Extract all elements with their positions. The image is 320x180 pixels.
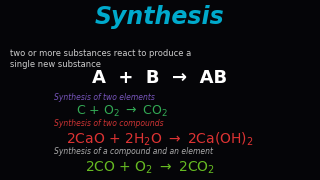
Text: 2CaO + 2H$_2$O $\rightarrow$ 2Ca(OH)$_2$: 2CaO + 2H$_2$O $\rightarrow$ 2Ca(OH)$_2$: [66, 130, 254, 148]
Text: Synthesis of two compounds: Synthesis of two compounds: [54, 119, 164, 128]
Text: Synthesis of two elements: Synthesis of two elements: [54, 93, 155, 102]
Text: single new substance: single new substance: [10, 60, 100, 69]
Text: Synthesis: Synthesis: [95, 5, 225, 29]
Text: C + O$_2$ $\rightarrow$ CO$_2$: C + O$_2$ $\rightarrow$ CO$_2$: [76, 103, 167, 119]
Text: A  +  B  →  AB: A + B → AB: [92, 69, 228, 87]
Text: 2CO + O$_2$ $\rightarrow$ 2CO$_2$: 2CO + O$_2$ $\rightarrow$ 2CO$_2$: [85, 159, 215, 176]
Text: two or more substances react to produce a: two or more substances react to produce …: [10, 49, 191, 58]
Text: Synthesis of a compound and an element: Synthesis of a compound and an element: [54, 147, 213, 156]
